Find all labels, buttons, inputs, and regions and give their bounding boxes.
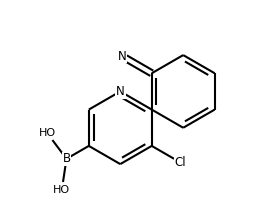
Text: B: B: [62, 152, 70, 165]
Text: HO: HO: [39, 128, 56, 138]
Text: N: N: [116, 85, 125, 98]
Text: N: N: [118, 50, 127, 63]
Text: Cl: Cl: [174, 156, 186, 169]
Text: HO: HO: [53, 185, 70, 195]
